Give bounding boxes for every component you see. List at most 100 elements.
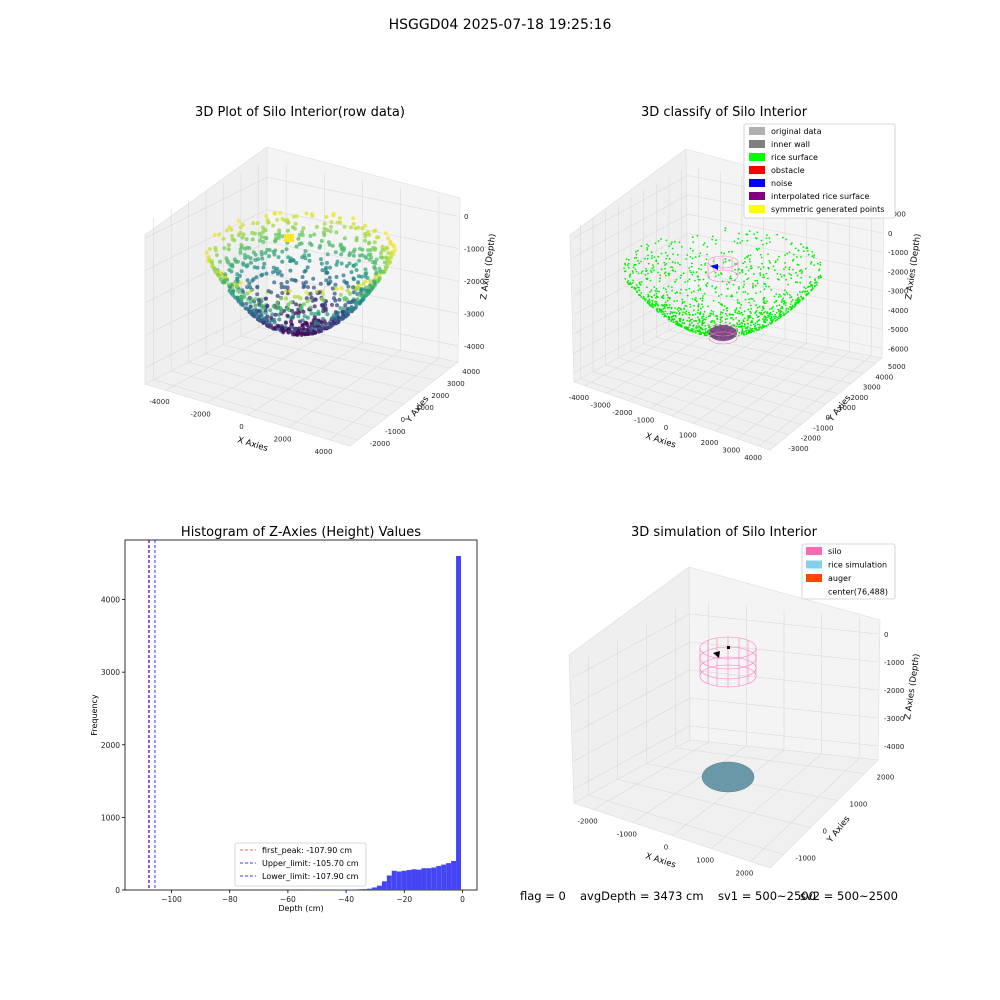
p2-rice-point: [696, 312, 699, 314]
p1-data-point: [334, 230, 339, 235]
p1-data-point: [297, 232, 302, 237]
p1-data-point: [261, 306, 266, 310]
p2-rice-point: [692, 241, 695, 244]
p2-rice-point: [778, 293, 781, 296]
p2-rice-point: [701, 327, 703, 330]
p2-rice-point: [645, 269, 648, 272]
p2-rice-point: [773, 301, 776, 304]
p2-rice-point: [769, 322, 771, 324]
p2-rice-point: [674, 270, 677, 273]
p2-rice-point: [740, 304, 742, 306]
p2-rice-point: [632, 272, 634, 274]
p2-rice-point: [738, 332, 741, 334]
x-tick-label: 0: [460, 895, 465, 904]
p3-legend: first_peak: -107.90 cm Upper_limit: -105.…: [234, 842, 367, 887]
p2-rice-point: [666, 299, 669, 302]
p1-data-point: [263, 228, 268, 233]
p2-rice-point: [781, 299, 783, 301]
p1-data-point: [327, 275, 332, 280]
x-tick-label: 0: [664, 844, 668, 852]
z-tick-label: -2000: [888, 268, 908, 276]
p2-rice-point: [673, 300, 676, 303]
p1-data-point: [293, 327, 298, 332]
p2-rice-point: [769, 241, 771, 243]
p1-data-point: [313, 297, 318, 302]
p1-data-point: [321, 322, 326, 327]
p2-rice-point: [785, 312, 787, 315]
p1-data-point: [262, 261, 267, 266]
p2-rice-point: [628, 258, 630, 261]
p2-xlabel: X Axies: [644, 431, 677, 450]
p2-rice-point: [763, 302, 766, 305]
p3-xlabel: Depth (cm): [278, 904, 323, 913]
p2-rice-point: [710, 309, 713, 312]
p1-data-point: [308, 233, 313, 238]
p1-data-point: [289, 277, 294, 282]
p2-rice-point: [667, 296, 670, 299]
p2-rice-point: [712, 310, 715, 313]
p1-data-point: [275, 294, 280, 298]
p2-rice-point: [759, 313, 762, 315]
p1-data-point: [293, 332, 298, 337]
p2-rice-point: [685, 313, 688, 315]
p1-data-point: [277, 228, 282, 233]
p1-data-point: [341, 313, 346, 318]
p1-data-point: [207, 258, 212, 263]
p2-rice-point: [670, 320, 673, 323]
p2-rice-point: [769, 308, 771, 310]
p2-rice-point: [681, 322, 684, 324]
p1-data-point: [259, 273, 264, 278]
p2-rice-point: [799, 299, 801, 302]
p2-rice-point: [701, 324, 704, 326]
p1-data-point: [221, 236, 226, 241]
p2-rice-point: [695, 300, 698, 303]
p2-rice-point: [674, 292, 677, 295]
p2-rice-point: [693, 328, 695, 331]
p1-data-point: [243, 256, 248, 260]
z-tick-label: -4000: [884, 743, 904, 751]
p1-data-point: [330, 243, 335, 248]
z-tick-label: -1000: [884, 659, 904, 667]
p1-data-point: [304, 290, 309, 295]
p2-rice-point: [650, 295, 653, 298]
p1-data-point: [351, 290, 356, 295]
y-tick-label: 4000: [101, 596, 120, 605]
panel-raw-data: 3D Plot of Silo Interior(row data) -4000…: [144, 105, 498, 456]
p2-rice-point: [697, 267, 700, 270]
p2-rice-point: [804, 287, 807, 290]
p2-rice-point: [634, 263, 637, 266]
p1-data-point: [386, 236, 390, 241]
p1-data-point: [356, 280, 361, 285]
p1-data-point: [222, 246, 227, 251]
p4-gridlines: [573, 602, 879, 862]
p1-data-point: [324, 270, 329, 275]
p2-rice-point: [785, 291, 788, 294]
p2-rice-point: [623, 267, 626, 270]
p2-rice-point: [750, 328, 753, 330]
p2-rice-point: [789, 294, 791, 296]
figure-title: HSGGD04 2025-07-18 19:25:16: [388, 17, 612, 33]
p1-data-point: [355, 286, 360, 291]
p2-rice-point: [772, 265, 775, 268]
p2-rice-point: [686, 326, 688, 329]
p2-rice-point: [807, 292, 810, 295]
p2-rice-point: [738, 232, 740, 235]
p2-rice-point: [750, 297, 753, 300]
p2-rice-point: [787, 310, 790, 313]
p2-rice-point: [746, 293, 749, 295]
p1-data-point: [266, 220, 271, 225]
p1-data-point: [344, 264, 349, 269]
p2-rice-point: [740, 321, 743, 324]
p1-data-point: [328, 265, 332, 270]
x-tick-label: 2000: [274, 435, 292, 443]
p1-data-point: [288, 289, 293, 294]
p2-rice-point: [819, 263, 822, 266]
p1-data-point: [363, 238, 367, 243]
p1-data-point: [296, 236, 301, 241]
p2-rice-point: [789, 296, 791, 299]
p2-rice-point: [726, 318, 728, 320]
p2-rice-point: [695, 320, 698, 322]
p1-data-point: [338, 306, 343, 311]
p1-data-point: [230, 237, 235, 242]
p3-y-ticks: 0 1000 2000 3000 4000: [101, 596, 125, 895]
